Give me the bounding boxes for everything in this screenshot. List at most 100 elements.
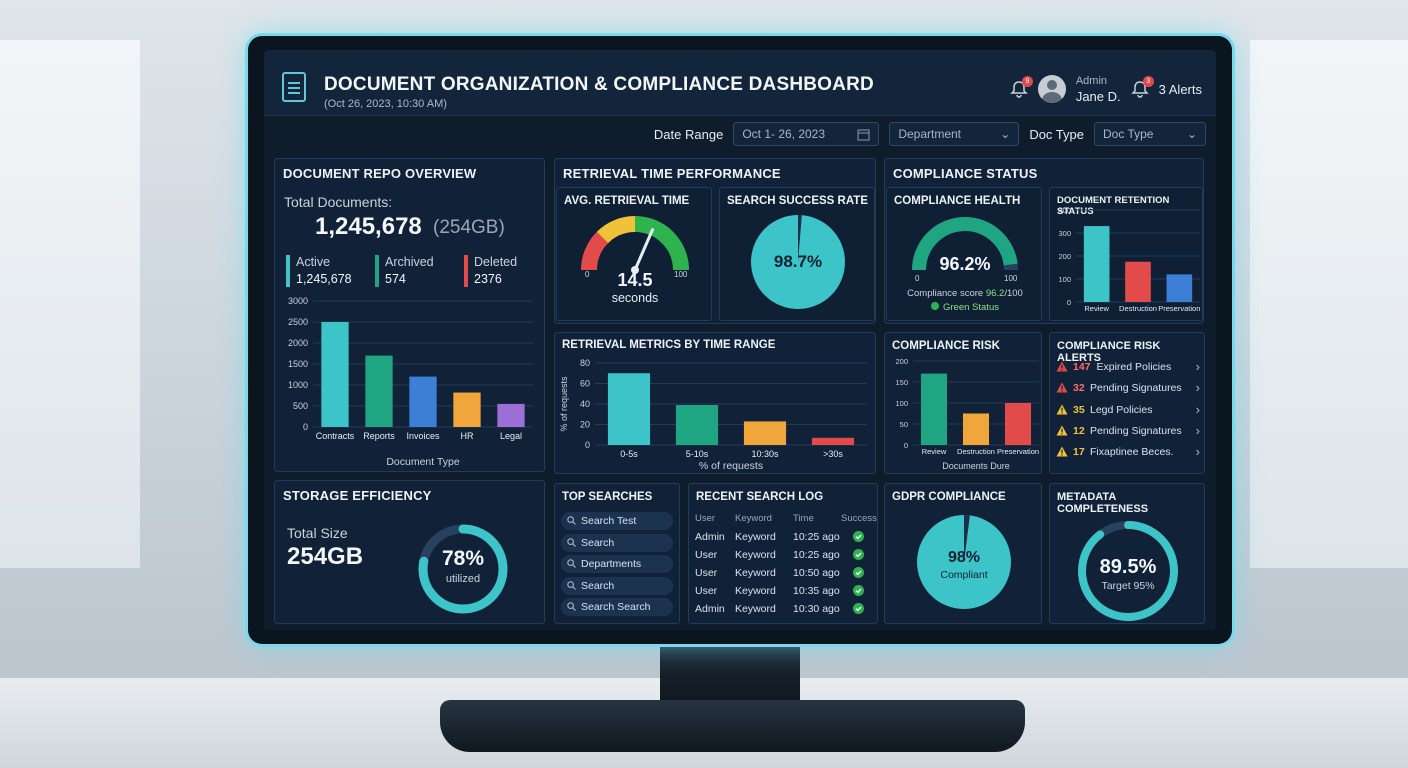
- x-tick-label: Destruction: [957, 447, 995, 456]
- bar-contracts[interactable]: [321, 322, 349, 427]
- bar-reports[interactable]: [365, 355, 393, 427]
- bar-review[interactable]: [1083, 226, 1110, 302]
- bar--30s[interactable]: [811, 437, 855, 445]
- alert-item[interactable]: 17 Fixaptinee Beces. ›: [1056, 444, 1200, 462]
- bar-hr[interactable]: [453, 392, 481, 427]
- x-tick-label: Review: [1084, 304, 1109, 313]
- cell-keyword: Keyword: [735, 531, 776, 543]
- y-tick-label: 500: [293, 401, 308, 411]
- y-tick-label: 1500: [288, 359, 308, 369]
- y-tick-label: 80: [580, 358, 590, 368]
- top-searches-title: TOP SEARCHES: [562, 491, 653, 503]
- alert-count: 147: [1073, 361, 1091, 373]
- top-search-label: Search Search: [581, 601, 651, 613]
- bar-preservation[interactable]: [1166, 274, 1193, 302]
- alert-count: 32: [1073, 382, 1085, 395]
- bar-legal[interactable]: [497, 403, 525, 427]
- top-search-item[interactable]: Search: [561, 576, 673, 595]
- alert-item[interactable]: 147 Expired Policies ›: [1056, 359, 1200, 377]
- top-search-item[interactable]: Search Search: [561, 598, 673, 616]
- recent-search-log-title: RECENT SEARCH LOG: [696, 491, 824, 503]
- storage-utilization-label: utilized: [445, 573, 481, 585]
- alerts-link[interactable]: 3 Alerts: [1158, 81, 1202, 97]
- y-tick-label: 60: [580, 379, 590, 389]
- header-actions: 9 Admin Jane D. 3 3 Alerts: [1010, 74, 1202, 104]
- total-documents-label: Total Documents:: [284, 194, 393, 210]
- top-search-item[interactable]: Departments: [561, 555, 673, 573]
- notifications-bell-icon[interactable]: 9: [1010, 76, 1033, 98]
- avg-retrieval-unit: seconds: [611, 291, 659, 305]
- chevron-down-icon: ⌄: [1186, 127, 1197, 141]
- alert-label: Expired Policies: [1096, 361, 1172, 373]
- active-label: Active: [296, 255, 331, 269]
- total-size-label: Total Size: [287, 525, 348, 541]
- office-window-left: [0, 40, 140, 568]
- table-row[interactable]: User Keyword 10:50 ago: [695, 565, 875, 583]
- table-row[interactable]: Admin Keyword 10:25 ago: [695, 529, 875, 547]
- compliance-score-text: Compliance score: [907, 288, 984, 299]
- chevron-down-icon: ⌄: [1000, 127, 1011, 141]
- success-check-icon: [853, 603, 864, 614]
- bar-invoices[interactable]: [409, 376, 437, 427]
- cell-user: User: [695, 549, 718, 561]
- alert-count: 12: [1073, 424, 1085, 437]
- search-icon: [567, 559, 576, 568]
- compliance-risk-alerts-title: COMPLIANCE RISK ALERTS: [1057, 340, 1161, 364]
- gdpr-compliance-title: GDPR COMPLIANCE: [892, 491, 1006, 503]
- y-tick-label: 20: [580, 420, 590, 430]
- top-search-item[interactable]: Search: [561, 533, 673, 552]
- cell-keyword: Keyword: [735, 603, 776, 615]
- top-search-item[interactable]: Search Test: [561, 512, 673, 530]
- storage-utilization-ring: [418, 524, 508, 614]
- alert-item[interactable]: 32 Pending Signatures ›: [1056, 380, 1200, 398]
- alert-item[interactable]: 35 Legd Policies ›: [1056, 402, 1200, 420]
- pie-slice-remainder: [798, 215, 802, 262]
- bar-destruction[interactable]: [1125, 261, 1151, 302]
- bar-destruction[interactable]: [962, 413, 990, 446]
- document-repo-title: DOCUMENT REPO OVERVIEW: [283, 166, 477, 181]
- bar-preservation[interactable]: [1004, 403, 1032, 445]
- alerts-count-badge: 3: [1142, 76, 1154, 87]
- y-tick-label: 1000: [288, 380, 308, 390]
- department-select[interactable]: Department ⌄: [889, 122, 1020, 146]
- metadata-completeness-panel: METADATA COMPLETENESS 89.5% Target 95%: [1049, 483, 1205, 624]
- doc-type-select[interactable]: Doc Type ⌄: [1094, 122, 1206, 146]
- alert-label: Fixaptinee Beces.: [1090, 446, 1174, 459]
- chevron-right-icon: ›: [1195, 444, 1200, 460]
- y-tick-label: 400: [1058, 206, 1071, 215]
- y-tick-label: 200: [1058, 252, 1071, 261]
- bar-10-30s[interactable]: [743, 421, 787, 445]
- cell-time: 10:25 ago: [793, 549, 840, 561]
- bar-0-5s[interactable]: [607, 373, 651, 445]
- gauge-max-label: 100: [674, 270, 688, 279]
- bar-5-10s[interactable]: [675, 405, 719, 445]
- x-tick-label: Destruction: [1119, 304, 1157, 313]
- x-tick-label: Invoices: [406, 431, 440, 441]
- retrieval-metrics-title: RETRIEVAL METRICS BY TIME RANGE: [562, 339, 776, 351]
- dashboard-screen: DOCUMENT ORGANIZATION & COMPLIANCE DASHB…: [264, 50, 1216, 630]
- alerts-bell-icon[interactable]: 3: [1130, 76, 1154, 98]
- table-row[interactable]: Admin Keyword 10:30 ago: [695, 601, 875, 619]
- green-status-dot: [931, 302, 939, 310]
- metadata-completeness-ring: [1078, 521, 1178, 621]
- alert-item[interactable]: 12 Pending Signatures ›: [1056, 423, 1200, 441]
- avatar[interactable]: [1037, 75, 1066, 103]
- column-header-success: Success: [841, 513, 877, 524]
- table-row[interactable]: User Keyword 10:25 ago: [695, 547, 875, 565]
- gdpr-compliance-value: 98%: [947, 549, 981, 566]
- bar-review[interactable]: [920, 373, 948, 445]
- storage-efficiency-title: STORAGE EFFICIENCY: [283, 488, 432, 503]
- archived-label: Archived: [385, 255, 434, 269]
- compliance-score: Compliance score 96.2/100: [887, 288, 1043, 299]
- retention-status-card: DOCUMENT RETENTION STATUS 0 100 200 300 400 R…: [1049, 187, 1203, 321]
- y-tick-label: 0: [904, 441, 908, 450]
- date-range-picker[interactable]: Oct 1- 26, 2023: [733, 122, 880, 146]
- warning-icon: [1056, 425, 1068, 436]
- filter-bar: Date Range Oct 1- 26, 2023 Department ⌄ …: [654, 122, 1206, 146]
- user-menu[interactable]: Admin Jane D.: [1076, 74, 1121, 104]
- success-check-icon: [853, 549, 864, 560]
- recent-search-log-panel: RECENT SEARCH LOG User Keyword Time Succ…: [688, 483, 878, 624]
- metadata-completeness-title: METADATA COMPLETENESS: [1057, 491, 1149, 515]
- y-tick-label: 50: [900, 420, 908, 429]
- table-row[interactable]: User Keyword 10:35 ago: [695, 583, 875, 601]
